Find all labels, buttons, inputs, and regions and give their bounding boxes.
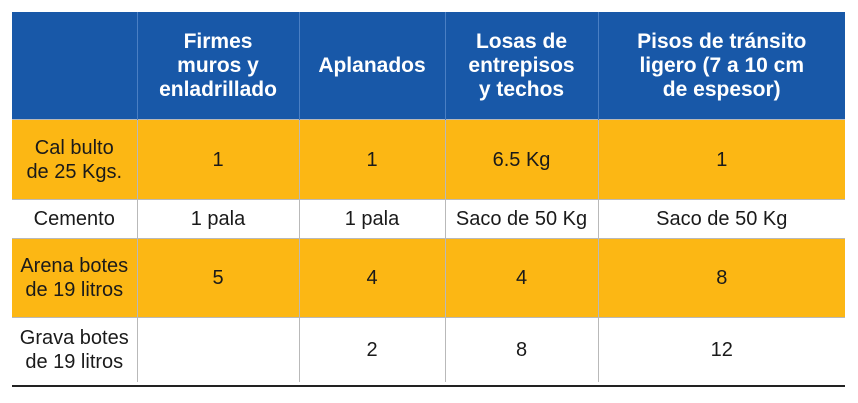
table-row: Grava botes de 19 litros 2 8 12 — [12, 317, 845, 382]
table-cell: Saco de 50 Kg — [444, 199, 598, 239]
table-row: Arena botes de 19 litros 5 4 4 8 — [12, 238, 845, 318]
table-body: Cal bulto de 25 Kgs. 1 1 6.5 Kg 1 Cemento… — [12, 119, 845, 382]
table-cell: 1 — [298, 119, 445, 200]
table-cell: 4 — [298, 238, 445, 318]
header-row: Firmes muros y enladrillado Aplanados Losa… — [12, 12, 845, 120]
header-firmes: Firmes muros y enladrillado — [136, 12, 299, 120]
header-corner-cell — [12, 12, 137, 120]
header-pisos: Pisos de tránsito ligero (7 a 10 cm de esp… — [597, 12, 845, 120]
materials-table: Firmes muros y enladrillado Aplanados Losa… — [12, 12, 845, 382]
table-cell: 1 pala — [136, 199, 299, 239]
table-cell: 12 — [597, 317, 845, 382]
table-cell: 6.5 Kg — [444, 119, 598, 200]
table-row: Cemento 1 pala 1 pala Saco de 50 Kg Saco… — [12, 199, 845, 239]
table-cell: 5 — [136, 238, 299, 318]
table-header: Firmes muros y enladrillado Aplanados Losa… — [12, 12, 845, 120]
table-cell: 4 — [444, 238, 598, 318]
header-aplanados: Aplanados — [298, 12, 445, 120]
row-label-cemento: Cemento — [12, 199, 137, 239]
table-cell — [136, 317, 299, 382]
table-row: Cal bulto de 25 Kgs. 1 1 6.5 Kg 1 — [12, 119, 845, 200]
header-losas: Losas de entrepisos y techos — [444, 12, 598, 120]
table-cell: Saco de 50 Kg — [597, 199, 845, 239]
table-cell: 8 — [597, 238, 845, 318]
row-label-cal: Cal bulto de 25 Kgs. — [12, 119, 137, 200]
table-cell: 1 pala — [298, 199, 445, 239]
table-cell: 8 — [444, 317, 598, 382]
table-cell: 1 — [136, 119, 299, 200]
table-cell: 1 — [597, 119, 845, 200]
table-cell: 2 — [298, 317, 445, 382]
table-bottom-rule — [12, 385, 845, 387]
row-label-arena: Arena botes de 19 litros — [12, 238, 137, 318]
row-label-grava: Grava botes de 19 litros — [12, 317, 137, 382]
materials-table-container: Firmes muros y enladrillado Aplanados Losa… — [12, 12, 845, 382]
